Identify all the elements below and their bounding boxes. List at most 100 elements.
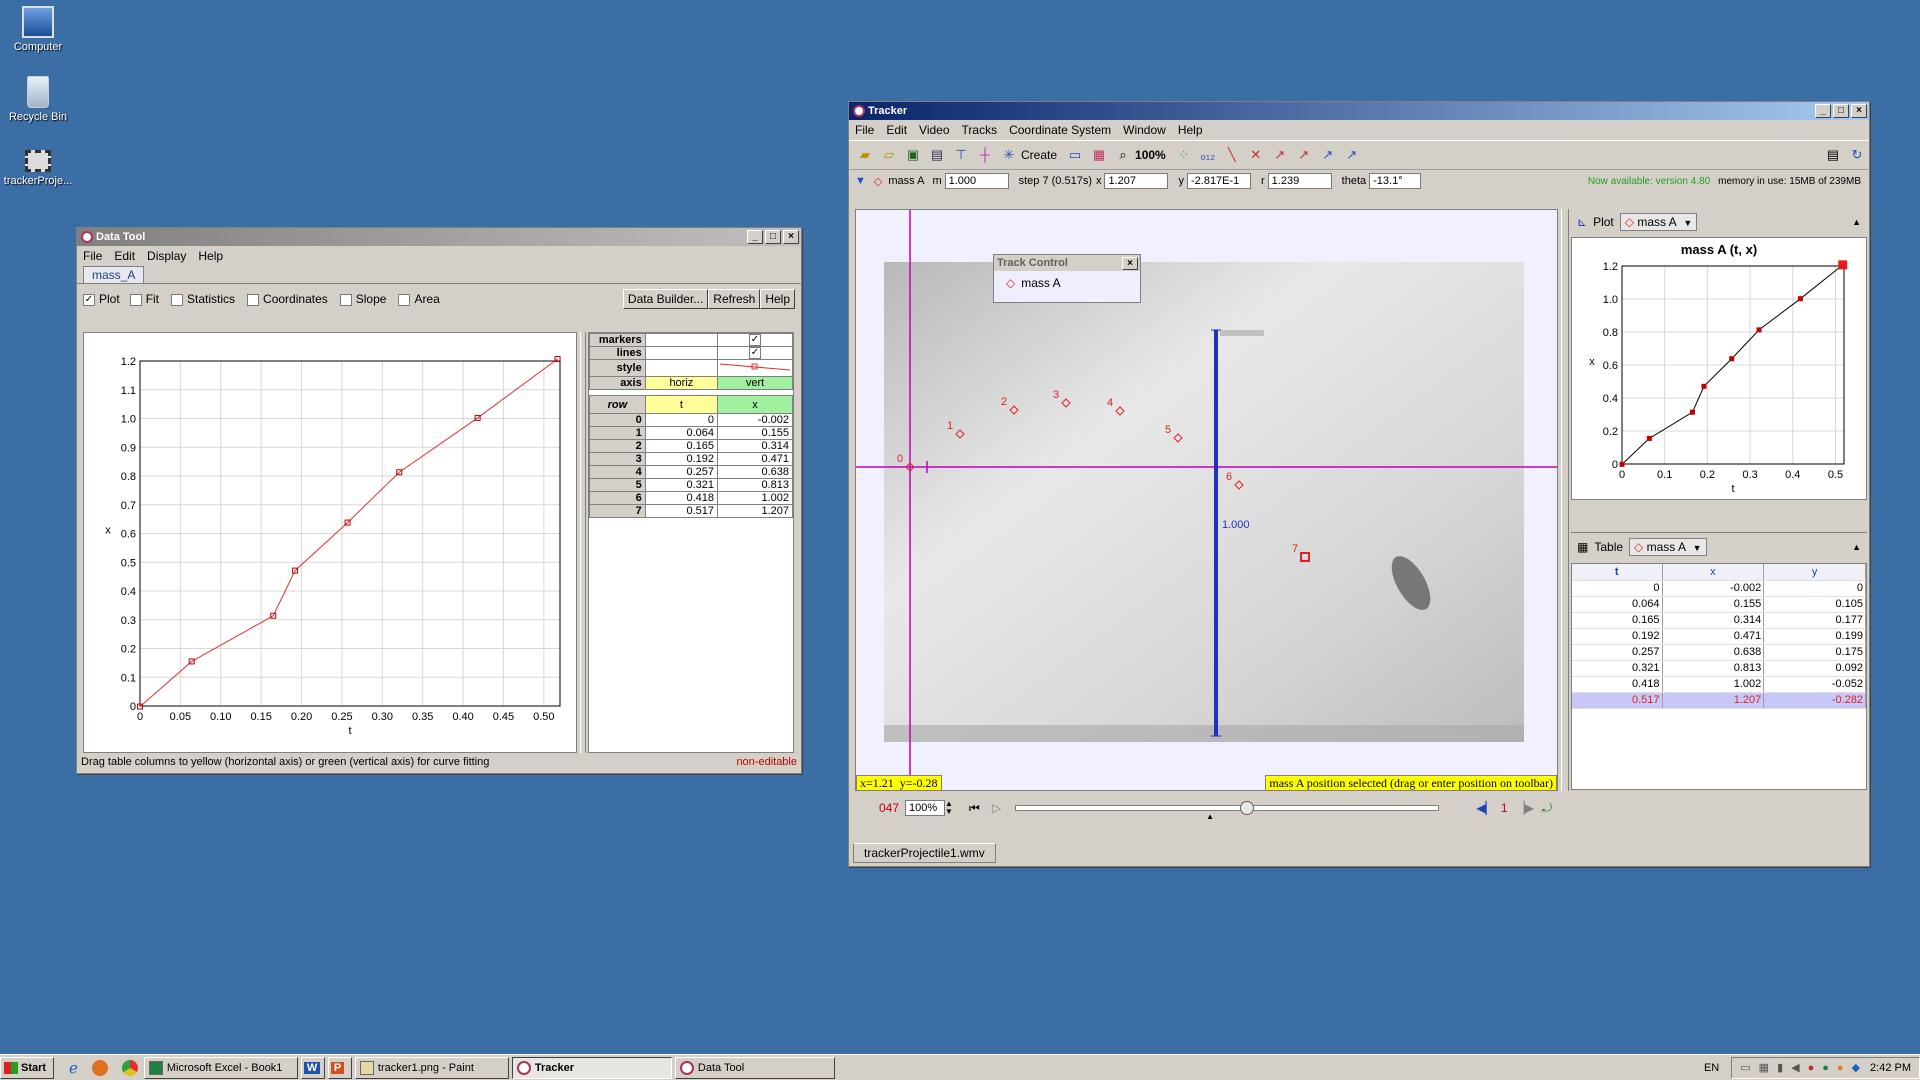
tracker-plot-panel[interactable]: mass A (t, x) 0 0.1 0.2 0.3 0.4 0.5 0 0.2 0.4 0.6 0… (1571, 237, 1867, 500)
table-row[interactable]: 7 0.517 1.207 (589, 504, 793, 519)
menu-edit[interactable]: Edit (114, 249, 136, 263)
cell-x[interactable]: 0.471 (717, 452, 793, 467)
filter-icon[interactable]: ▦ (1092, 147, 1106, 162)
minimize-button[interactable]: _ (1815, 104, 1831, 118)
header-x[interactable]: x (717, 395, 793, 415)
cell-x[interactable]: 0.638 (717, 465, 793, 480)
table-row[interactable]: 0.192 0.471 0.199 (1572, 628, 1866, 645)
step-forward-icon[interactable]: ▕▶ (1515, 801, 1534, 815)
cell-x[interactable]: -0.002 (1662, 580, 1765, 597)
plot-track-select[interactable]: ◇ mass A ▼ (1619, 213, 1698, 231)
step-size[interactable]: 1 (1500, 801, 1508, 815)
video-panel[interactable]: 1.000 0 1 2 3 4 5 6 7 Track Control × ◇ mass A x… (855, 209, 1558, 791)
rate-spinner[interactable]: 100% (905, 800, 946, 816)
file-tab[interactable]: trackerProjectile1.wmv (853, 843, 996, 863)
zoom-icon[interactable]: ⌕ (1119, 147, 1127, 162)
taskbar-item-word[interactable]: W (300, 1056, 325, 1079)
taskbar-item-datatool[interactable]: Data Tool (674, 1056, 835, 1079)
close-button[interactable]: × (783, 230, 799, 244)
cell-y[interactable]: 0.175 (1763, 644, 1866, 661)
tab-mass-a[interactable]: mass_A (83, 266, 145, 283)
menu-file[interactable]: File (855, 123, 875, 137)
save-icon[interactable]: ▣ (906, 147, 920, 162)
cell-x[interactable]: 0.471 (1662, 628, 1765, 645)
cell-t[interactable]: 0 (1572, 580, 1663, 597)
col-header-y[interactable]: y (1763, 564, 1866, 581)
cell-y[interactable]: 0.199 (1763, 628, 1866, 645)
table-track-select[interactable]: ◇ mass A ▼ (1629, 537, 1707, 556)
update-tray-icon[interactable]: ● (1822, 1061, 1829, 1074)
refresh-button[interactable]: Refresh (708, 289, 761, 309)
track-point-marker[interactable] (1061, 398, 1071, 408)
antivirus-tray-icon[interactable]: ● (1836, 1061, 1844, 1074)
menu-file[interactable]: File (83, 249, 103, 263)
close-button[interactable]: × (1851, 104, 1867, 118)
track-menu-icon[interactable]: ▼ (855, 175, 866, 187)
cell-t[interactable]: 0.418 (644, 491, 719, 506)
cell-x[interactable]: -0.002 (717, 413, 793, 428)
r-field[interactable]: 1.239 (1267, 173, 1332, 189)
minimize-button[interactable]: _ (747, 230, 763, 244)
menu-tracks[interactable]: Tracks (961, 123, 998, 137)
cell-t[interactable]: 0 (644, 413, 719, 428)
cell-y[interactable]: -0.052 (1763, 676, 1866, 693)
start-marker-icon[interactable]: ▲ (1206, 812, 1214, 821)
menu-edit[interactable]: Edit (886, 123, 908, 137)
reset-icon[interactable]: ⏮ (969, 800, 980, 815)
datatool-titlebar[interactable]: Data Tool _ □ × (77, 228, 801, 246)
desktop-icon-tracker-project[interactable]: trackerProje... (0, 150, 76, 187)
keyboard-tray-icon[interactable]: ▭ (1740, 1062, 1751, 1074)
track-point-marker[interactable] (1115, 406, 1125, 416)
cell-t[interactable]: 0.257 (1572, 644, 1663, 661)
cell-x[interactable]: 0.638 (1662, 644, 1765, 661)
axis-vert-cell[interactable]: vert (717, 376, 793, 391)
cell-x[interactable]: 0.314 (717, 439, 793, 454)
menu-display[interactable]: Display (147, 249, 187, 263)
step-label[interactable]: step 7 (0.517s) (1018, 175, 1092, 187)
table-row[interactable]: 0 -0.002 0 (1572, 580, 1866, 597)
slider-thumb[interactable] (1240, 801, 1255, 815)
taskbar-item-tracker[interactable]: Tracker (511, 1056, 672, 1079)
start-button[interactable]: Start (0, 1056, 54, 1079)
track-control-close-button[interactable]: × (1122, 256, 1138, 270)
open-folder-icon[interactable]: ▰ (860, 147, 870, 162)
taskbar-item-powerpoint[interactable]: P (327, 1056, 352, 1079)
plot-checkbox[interactable]: ✓ Plot (83, 292, 120, 306)
axes-icon[interactable]: ┼ (980, 147, 990, 162)
cell-t[interactable]: 0.517 (1572, 692, 1663, 709)
col-header-x[interactable]: x (1662, 564, 1765, 581)
table-row[interactable]: 0.064 0.155 0.105 (1572, 596, 1866, 613)
track-point-marker[interactable] (1300, 552, 1310, 562)
cell-x[interactable]: 0.813 (717, 478, 793, 493)
open-file-icon[interactable]: ▱ (884, 147, 894, 162)
markers-checkbox[interactable]: ✓ (717, 332, 793, 348)
menu-coordinate-system[interactable]: Coordinate System (1009, 123, 1112, 137)
clip-settings-icon[interactable]: ▤ (930, 147, 944, 162)
taskbar-item-paint[interactable]: tracker1.png - Paint (354, 1056, 509, 1079)
cell-t[interactable]: 0.257 (644, 465, 719, 480)
cell-y[interactable]: 0.177 (1763, 612, 1866, 629)
table-row[interactable]: 0 0 -0.002 (589, 413, 793, 428)
slope-checkbox[interactable]: Slope (339, 292, 386, 306)
track-control-item[interactable]: ◇ mass A (1006, 276, 1061, 290)
cell-t[interactable]: 0.192 (644, 452, 719, 467)
track-point-marker[interactable] (1173, 433, 1183, 443)
version-available-link[interactable]: Now available: version 4.80 (1587, 175, 1711, 187)
cell-t[interactable]: 0.321 (1572, 660, 1663, 677)
velocity-icon[interactable]: ↗ (1274, 147, 1286, 162)
track-point-marker[interactable] (905, 462, 915, 472)
rate-arrows-icon[interactable]: ▲ ▼ (945, 799, 953, 816)
zoom-level[interactable]: 100% (1135, 148, 1166, 162)
frame-slider[interactable]: ▲ (1015, 801, 1440, 821)
cell-t[interactable]: 0.165 (644, 439, 719, 454)
usb-tray-icon[interactable]: ▮ (1777, 1062, 1784, 1074)
firefox-icon[interactable] (91, 1059, 108, 1076)
table-row[interactable]: 4 0.257 0.638 (589, 465, 793, 480)
tracker-titlebar[interactable]: Tracker _ □ × (849, 102, 1869, 120)
cell-t[interactable]: 0.517 (644, 504, 719, 519)
stretch-a-icon[interactable]: ↗ (1346, 147, 1358, 162)
x-field[interactable]: 1.207 (1104, 173, 1169, 189)
track-point-marker[interactable] (1234, 480, 1244, 490)
create-button[interactable]: Create (1021, 148, 1058, 162)
cell-t[interactable]: 0.418 (1572, 676, 1663, 693)
